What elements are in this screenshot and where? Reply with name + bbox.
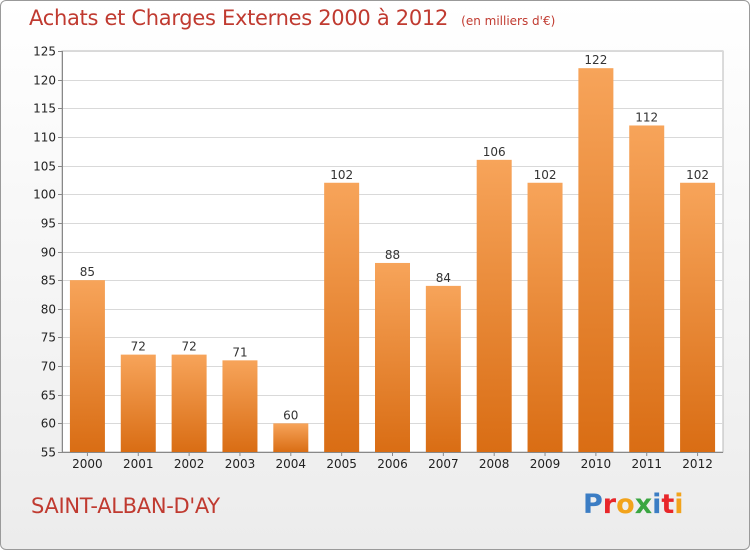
data-label: 122 (584, 53, 607, 67)
x-tick-label: 2007 (428, 457, 459, 471)
data-label: 102 (330, 168, 353, 182)
logo-letter: i (652, 489, 662, 520)
commune-name: SAINT-ALBAN-D'AY (31, 494, 220, 518)
logo-letter: P (583, 489, 603, 520)
y-tick-label: 95 (41, 217, 56, 231)
data-label: 72 (131, 340, 146, 354)
y-tick-label: 115 (33, 102, 56, 116)
x-tick-label: 2012 (682, 457, 713, 471)
data-label: 102 (686, 168, 709, 182)
x-tick-label: 2011 (631, 457, 662, 471)
bar (324, 182, 360, 452)
bar (375, 262, 410, 452)
x-tick-label: 2002 (174, 457, 205, 471)
bar (222, 360, 258, 452)
x-tick-label: 2009 (530, 457, 561, 471)
y-tick-label: 85 (41, 274, 56, 288)
proxiti-logo: Proxiti (583, 489, 684, 520)
data-label: 72 (181, 340, 196, 354)
y-tick-label: 125 (33, 45, 56, 59)
x-tick-label: 2001 (123, 457, 154, 471)
bar (578, 68, 614, 452)
data-label: 60 (283, 408, 298, 422)
logo-letter: t (661, 489, 675, 520)
data-label: 85 (80, 265, 95, 279)
x-tick-label: 2004 (276, 457, 307, 471)
bar (171, 354, 207, 452)
y-tick-label: 65 (41, 389, 56, 403)
x-tick-label: 2008 (479, 457, 510, 471)
bar (527, 182, 563, 452)
x-tick-label: 2005 (326, 457, 357, 471)
bar (120, 354, 156, 452)
bar (476, 159, 512, 453)
x-tick-label: 2003 (225, 457, 256, 471)
data-label: 84 (436, 271, 451, 285)
logo-letter: o (616, 489, 635, 520)
y-tick-label: 75 (41, 331, 56, 345)
x-tick-label: 2000 (72, 457, 103, 471)
y-tick-label: 110 (33, 131, 56, 145)
chart-unit-note: (en milliers d'€) (461, 14, 556, 28)
y-tick-label: 100 (33, 188, 56, 202)
bar (69, 280, 105, 452)
y-tick-label: 55 (41, 446, 56, 460)
bar (680, 182, 716, 452)
logo-letter: x (634, 489, 653, 520)
x-tick-label: 2006 (377, 457, 408, 471)
bar (425, 285, 461, 452)
y-tick-label: 60 (41, 417, 56, 431)
x-tick-label: 2010 (581, 457, 612, 471)
title-block: Achats et Charges Externes 2000 à 2012 (… (29, 6, 555, 30)
logo-letter: i (674, 489, 684, 520)
data-label: 88 (385, 248, 400, 262)
y-tick-label: 80 (41, 303, 56, 317)
data-label: 112 (635, 110, 658, 124)
y-tick-label: 120 (33, 74, 56, 88)
bar (629, 125, 665, 452)
logo-letter: r (602, 489, 617, 520)
chart-title: Achats et Charges Externes 2000 à 2012 (29, 6, 449, 30)
y-tick-label: 105 (33, 160, 56, 174)
data-label: 71 (232, 345, 247, 359)
y-tick-label: 70 (41, 360, 56, 374)
data-label: 106 (483, 145, 506, 159)
data-label: 102 (534, 168, 557, 182)
y-tick-label: 90 (41, 246, 56, 260)
bar (273, 423, 309, 452)
